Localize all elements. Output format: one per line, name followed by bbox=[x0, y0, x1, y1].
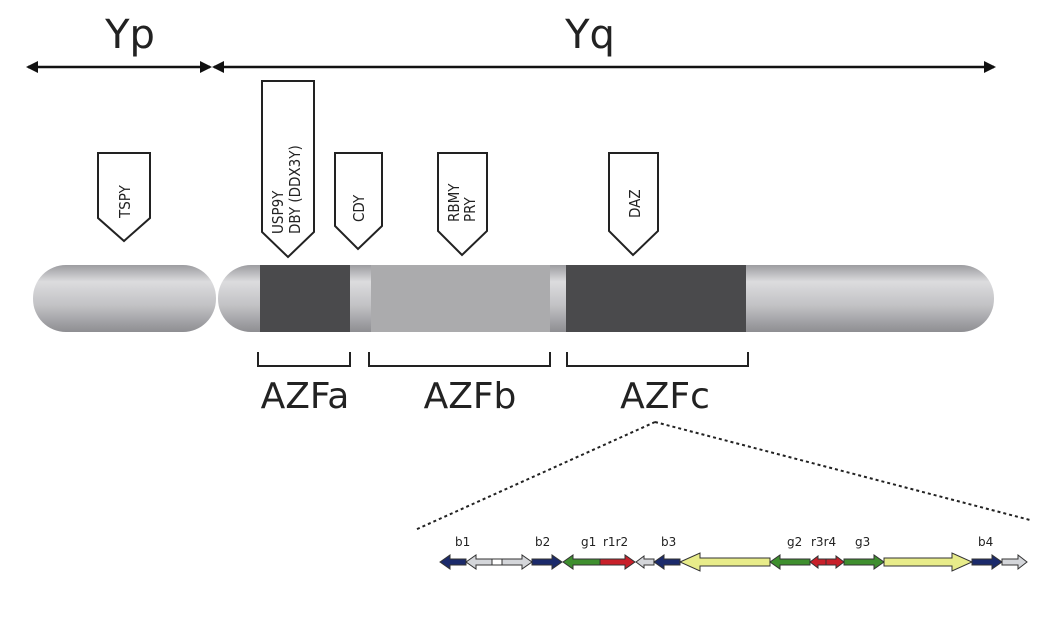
azfa-band bbox=[260, 265, 350, 332]
arrow-b3 bbox=[653, 554, 681, 570]
arrow-g2 bbox=[769, 554, 811, 570]
arrow-b1 bbox=[439, 554, 467, 570]
arrow-r3r4-right bbox=[825, 555, 845, 569]
gene-marker-cdy: CDY bbox=[334, 152, 383, 251]
amp-label-g1: g1 bbox=[581, 535, 596, 549]
arrow-gray-4 bbox=[1001, 553, 1028, 571]
zoom-line-right bbox=[654, 421, 1031, 521]
amp-label-r1r2: r1r2 bbox=[603, 535, 628, 549]
azfa-bracket bbox=[257, 352, 351, 367]
arrow-gray-3 bbox=[635, 555, 655, 569]
arrow-gray-2 bbox=[501, 554, 533, 570]
arrow-r3r4-left bbox=[809, 555, 827, 569]
amp-label-b3: b3 bbox=[661, 535, 676, 549]
arrow-g3 bbox=[843, 554, 885, 570]
gene-marker-rbmy-pry: RBMY PRY bbox=[437, 152, 488, 257]
azfb-band bbox=[371, 265, 550, 332]
gene-marker-tspy: TSPY bbox=[97, 152, 151, 243]
zoom-line-left bbox=[414, 421, 656, 531]
amp-label-b4: b4 bbox=[978, 535, 993, 549]
arrow-yellow-1 bbox=[678, 552, 771, 572]
amp-label-r3r4: r3r4 bbox=[811, 535, 836, 549]
gene-label-tspy: TSPY bbox=[116, 184, 134, 219]
azfc-band bbox=[566, 265, 746, 332]
azfc-label: AZFc bbox=[620, 376, 710, 417]
arrow-yellow-2 bbox=[883, 552, 974, 572]
chromosome-short-arm bbox=[33, 265, 216, 332]
amp-label-b2: b2 bbox=[535, 535, 550, 549]
arrow-r1r2 bbox=[599, 554, 636, 570]
box-white-1 bbox=[491, 558, 503, 566]
amp-label-b1: b1 bbox=[455, 535, 470, 549]
gene-label-cdy: CDY bbox=[350, 194, 368, 222]
gene-label-usp9y: USP9Y bbox=[269, 190, 287, 234]
gene-marker-usp9y-dby: USP9Y DBY (DDX3Y) bbox=[261, 80, 315, 259]
gene-marker-daz: DAZ bbox=[608, 152, 659, 257]
amplicon-track bbox=[439, 552, 1028, 572]
azfc-bracket bbox=[566, 352, 749, 367]
azfa-label: AZFa bbox=[261, 376, 350, 417]
yq-label: Yq bbox=[564, 12, 615, 58]
gene-label-pry: PRY bbox=[461, 196, 479, 222]
arrow-b2 bbox=[531, 554, 563, 570]
gene-label-dby: DBY (DDX3Y) bbox=[286, 145, 304, 234]
arrow-g1 bbox=[562, 554, 601, 570]
amp-label-g2: g2 bbox=[787, 535, 802, 549]
gene-label-daz: DAZ bbox=[626, 189, 644, 218]
chromosome bbox=[33, 265, 994, 332]
yp-label: Yp bbox=[104, 12, 155, 58]
arrow-b4 bbox=[971, 554, 1003, 570]
azfb-label: AZFb bbox=[424, 376, 517, 417]
gene-label-rbmy: RBMY bbox=[445, 183, 463, 222]
arrow-gray-1 bbox=[465, 554, 493, 570]
azfb-bracket bbox=[368, 352, 551, 367]
amp-label-g3: g3 bbox=[855, 535, 870, 549]
